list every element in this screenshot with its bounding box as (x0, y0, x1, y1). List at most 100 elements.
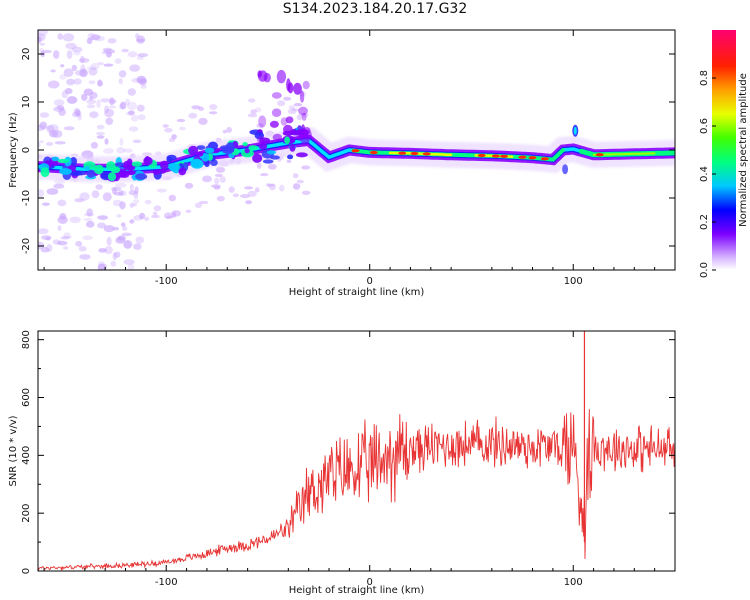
noise-speckle (137, 114, 146, 121)
y-tick-label-bottom: 800 (21, 330, 32, 349)
noise-speckle (83, 218, 93, 221)
noise-speckle (104, 108, 115, 118)
plume-blob (271, 108, 282, 117)
ridge-blob (196, 151, 204, 157)
noise-speckle (134, 186, 139, 195)
ridge-blob (204, 147, 215, 154)
noise-speckle (86, 66, 97, 70)
noise-speckle (103, 225, 115, 233)
ridge-blob (84, 166, 90, 172)
noise-speckle (202, 175, 212, 183)
plume-blob (302, 126, 311, 135)
plume-blob (302, 80, 310, 90)
ridge-blob (131, 161, 143, 167)
band-peak (351, 149, 360, 153)
noise-speckle (39, 47, 44, 53)
noise-speckle (222, 129, 227, 134)
noise-speckle (291, 108, 300, 112)
noise-speckle (38, 30, 48, 36)
noise-speckle (46, 244, 53, 252)
noise-speckle (41, 235, 52, 241)
colorbar (712, 30, 736, 270)
noise-speckle (91, 190, 100, 199)
noise-speckle (49, 130, 58, 138)
noise-speckle (57, 33, 63, 40)
noise-speckle (123, 240, 133, 249)
ridge-blob (166, 154, 177, 161)
noise-speckle (97, 222, 107, 229)
noise-speckle (135, 236, 145, 244)
noise-speckle (57, 225, 62, 232)
ridge-blob (152, 169, 161, 175)
spectrogram-heatmap (38, 30, 675, 270)
noise-speckle (38, 189, 45, 198)
band-peak (500, 154, 508, 158)
noise-speckle (292, 183, 301, 190)
ridge-blob (107, 172, 117, 182)
y-tick-label-bottom: 600 (21, 388, 32, 407)
noise-speckle (96, 135, 105, 139)
ridge-blob (188, 145, 199, 156)
plume-blob (256, 136, 266, 144)
noise-speckle (153, 205, 162, 212)
ridge-blob (259, 137, 271, 144)
noise-speckle (256, 123, 264, 128)
noise-speckle (82, 235, 93, 241)
noise-speckle (121, 232, 132, 237)
noise-speckle (279, 184, 285, 192)
noise-speckle (133, 199, 140, 204)
noise-speckle (89, 111, 99, 119)
ridge-blob (59, 168, 72, 175)
noise-speckle (137, 53, 149, 58)
noise-speckle (136, 104, 145, 112)
y-tick-label-bottom: 400 (21, 446, 32, 465)
ridge-blob (67, 165, 77, 170)
noise-speckle (39, 42, 45, 46)
noise-speckle (132, 139, 142, 144)
noise-speckle (71, 64, 78, 72)
plume-blob (283, 124, 293, 135)
plume-blob (258, 115, 267, 128)
noise-speckle (88, 80, 96, 85)
noise-speckle (247, 113, 258, 118)
noise-speckle (100, 98, 111, 103)
y-tick-label-top: 20 (21, 48, 32, 61)
noise-speckle (265, 182, 271, 187)
plume-blob (296, 129, 304, 141)
noise-speckle (79, 68, 88, 78)
noise-speckle (58, 108, 66, 116)
noise-speckle (119, 137, 124, 146)
noise-speckle (139, 212, 146, 220)
noise-speckle (293, 103, 303, 107)
noise-speckle (96, 99, 101, 108)
noise-speckle (250, 109, 257, 115)
noise-speckle (86, 37, 93, 45)
noise-speckle (66, 78, 75, 86)
noise-speckle (86, 208, 93, 217)
noise-speckle (245, 200, 253, 205)
noise-speckle (156, 188, 167, 193)
plume-blob (269, 120, 279, 128)
noise-speckle (268, 183, 276, 191)
noise-speckle (228, 186, 235, 193)
noise-speckle (63, 126, 75, 131)
ridge-blob (248, 145, 258, 151)
noise-speckle (95, 131, 106, 136)
noise-speckle (288, 105, 296, 109)
noise-speckle (97, 215, 109, 221)
noise-speckle (120, 222, 126, 227)
plume-blob (271, 92, 282, 99)
noise-speckle (63, 68, 74, 77)
noise-speckle (39, 112, 50, 118)
noise-speckle (125, 98, 130, 106)
spike-blob (562, 164, 569, 175)
noise-speckle (94, 35, 106, 42)
noise-speckle (59, 236, 70, 240)
noise-speckle (62, 33, 75, 42)
noise-speckle (47, 124, 59, 132)
noise-speckle (179, 126, 186, 131)
noise-speckle (53, 50, 60, 59)
noise-speckle (112, 226, 120, 231)
noise-speckle (86, 104, 96, 109)
